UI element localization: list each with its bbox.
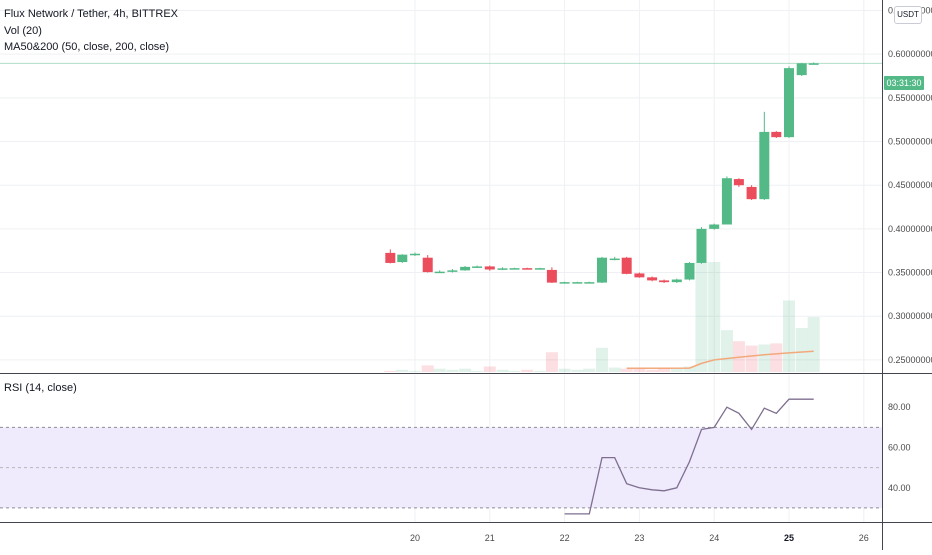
candle-body [721,178,732,225]
ma-legend[interactable]: MA50&200 (50, close, 200, close) [4,41,170,53]
candle-body [808,63,819,65]
volume-bar [633,368,646,372]
time-tick-label: 23 [634,533,644,543]
volume-legend[interactable]: Vol (20) [4,25,42,37]
candle-body [546,269,557,283]
volume-bar [695,262,708,372]
candle-body [696,228,707,263]
rsi-tick-label: 60.00 [888,442,911,452]
volume-bar [558,368,571,372]
volume-bar [471,370,484,372]
candle-body [784,68,794,138]
candle-body [796,63,807,76]
candle-body [584,282,595,284]
volume-bar [658,367,671,372]
candle-body [597,257,607,283]
volume-bar [670,368,683,372]
candle-body [746,186,757,200]
candle-body [759,131,770,200]
volume-bar [545,352,558,372]
candle-body [422,257,433,273]
currency-button[interactable]: USDT [894,6,922,24]
volume-bar [521,369,534,372]
price-tick-label: 0.50000000 [888,137,932,147]
candle-body [484,266,495,270]
time-tick-label: 22 [560,533,570,543]
volume-bar [459,368,472,372]
price-tick-label: 0.40000000 [888,224,932,234]
candle-body [447,270,458,272]
volume-bar [396,369,409,372]
candle-body [659,280,670,283]
volume-bar [758,344,771,372]
volume-bar [409,370,421,372]
volume-bar [508,370,521,372]
volume-bar [783,300,795,372]
candle-body [534,268,545,270]
price-tick-label: 0.30000000 [888,311,932,321]
price-tick-label: 0.45000000 [888,180,932,190]
candle-body [572,282,583,284]
volume-bar [533,370,546,372]
volume-bar [720,330,733,372]
volume-bar [596,347,608,372]
candle-body [497,268,508,270]
candle-body [621,257,632,274]
candle-body [559,282,570,284]
volume-bar [646,369,659,372]
ma50-line [626,350,814,370]
volume-bar [795,328,808,372]
volume-bar [496,369,509,372]
time-tick-label: 24 [709,533,719,543]
rsi-legend[interactable]: RSI (14, close) [4,382,77,394]
volume-bar [421,365,434,372]
price-tick-label: 0.35000000 [888,268,932,278]
time-tick-label: 21 [485,533,495,543]
candle-body [771,131,782,138]
volume-bar [384,370,397,372]
price-tick-label: 0.60000000 [888,49,932,59]
time-tick-label: 25 [784,533,794,543]
candle-body [634,273,645,278]
candle-body [460,266,471,271]
last-price-countdown: 03:31:30 [884,76,924,90]
candle-body [671,279,682,283]
candle-body [472,266,483,268]
candle-body [434,271,445,274]
candle-body [509,268,520,270]
time-tick-label: 26 [859,533,869,543]
volume-bar [583,368,596,372]
volume-bar [745,345,758,372]
candle-body [709,224,720,229]
rsi-tick-label: 40.00 [888,483,911,493]
price-tick-label: 0.55000000 [888,93,932,103]
volume-bar [433,368,446,372]
volume-bar [770,343,783,372]
time-tick-label: 20 [410,533,420,543]
volume-bar [571,369,584,372]
volume-bar [620,368,633,372]
candle-body [647,277,658,281]
candle-body [410,253,420,256]
symbol-legend[interactable]: Flux Network / Tether, 4h, BITTREX [4,8,179,20]
candle-body [385,252,396,263]
candle-body [609,258,620,261]
candle-body [522,268,533,270]
candle-body [733,179,744,186]
volume-bar [708,262,721,372]
candle-body [684,262,695,280]
candle-body [397,254,408,263]
volume-bar [608,367,621,372]
price-tick-label: 0.25000000 [888,355,932,365]
volume-bar [683,366,696,372]
rsi-tick-label: 80.00 [888,402,911,412]
volume-bar [483,366,496,372]
volume-bar [446,369,459,372]
volume-bar [807,317,820,372]
rsi-line [564,398,814,515]
